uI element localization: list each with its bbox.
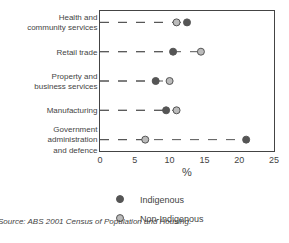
svg-text:Property andbusiness services: Property andbusiness services — [34, 72, 97, 91]
svg-text:25: 25 — [269, 155, 279, 165]
svg-text:20: 20 — [234, 155, 244, 165]
svg-text:10: 10 — [165, 155, 175, 165]
svg-text:Indigenous: Indigenous — [140, 195, 185, 205]
svg-text:Non-Indigenous: Non-Indigenous — [140, 214, 204, 224]
svg-text:5: 5 — [132, 155, 137, 165]
svg-text:Manufacturing: Manufacturing — [47, 106, 98, 115]
svg-text:0: 0 — [97, 155, 102, 165]
svg-text:Governmentadministrationand de: Governmentadministrationand defence — [48, 125, 99, 155]
svg-text:%: % — [182, 166, 192, 178]
svg-text:Health andcommunity services: Health andcommunity services — [27, 13, 97, 32]
svg-text:15: 15 — [199, 155, 209, 165]
svg-text:Source: ABS 2001 Census of Pop: Source: ABS 2001 Census of Population an… — [0, 217, 191, 226]
svg-text:Retail trade: Retail trade — [56, 47, 97, 56]
